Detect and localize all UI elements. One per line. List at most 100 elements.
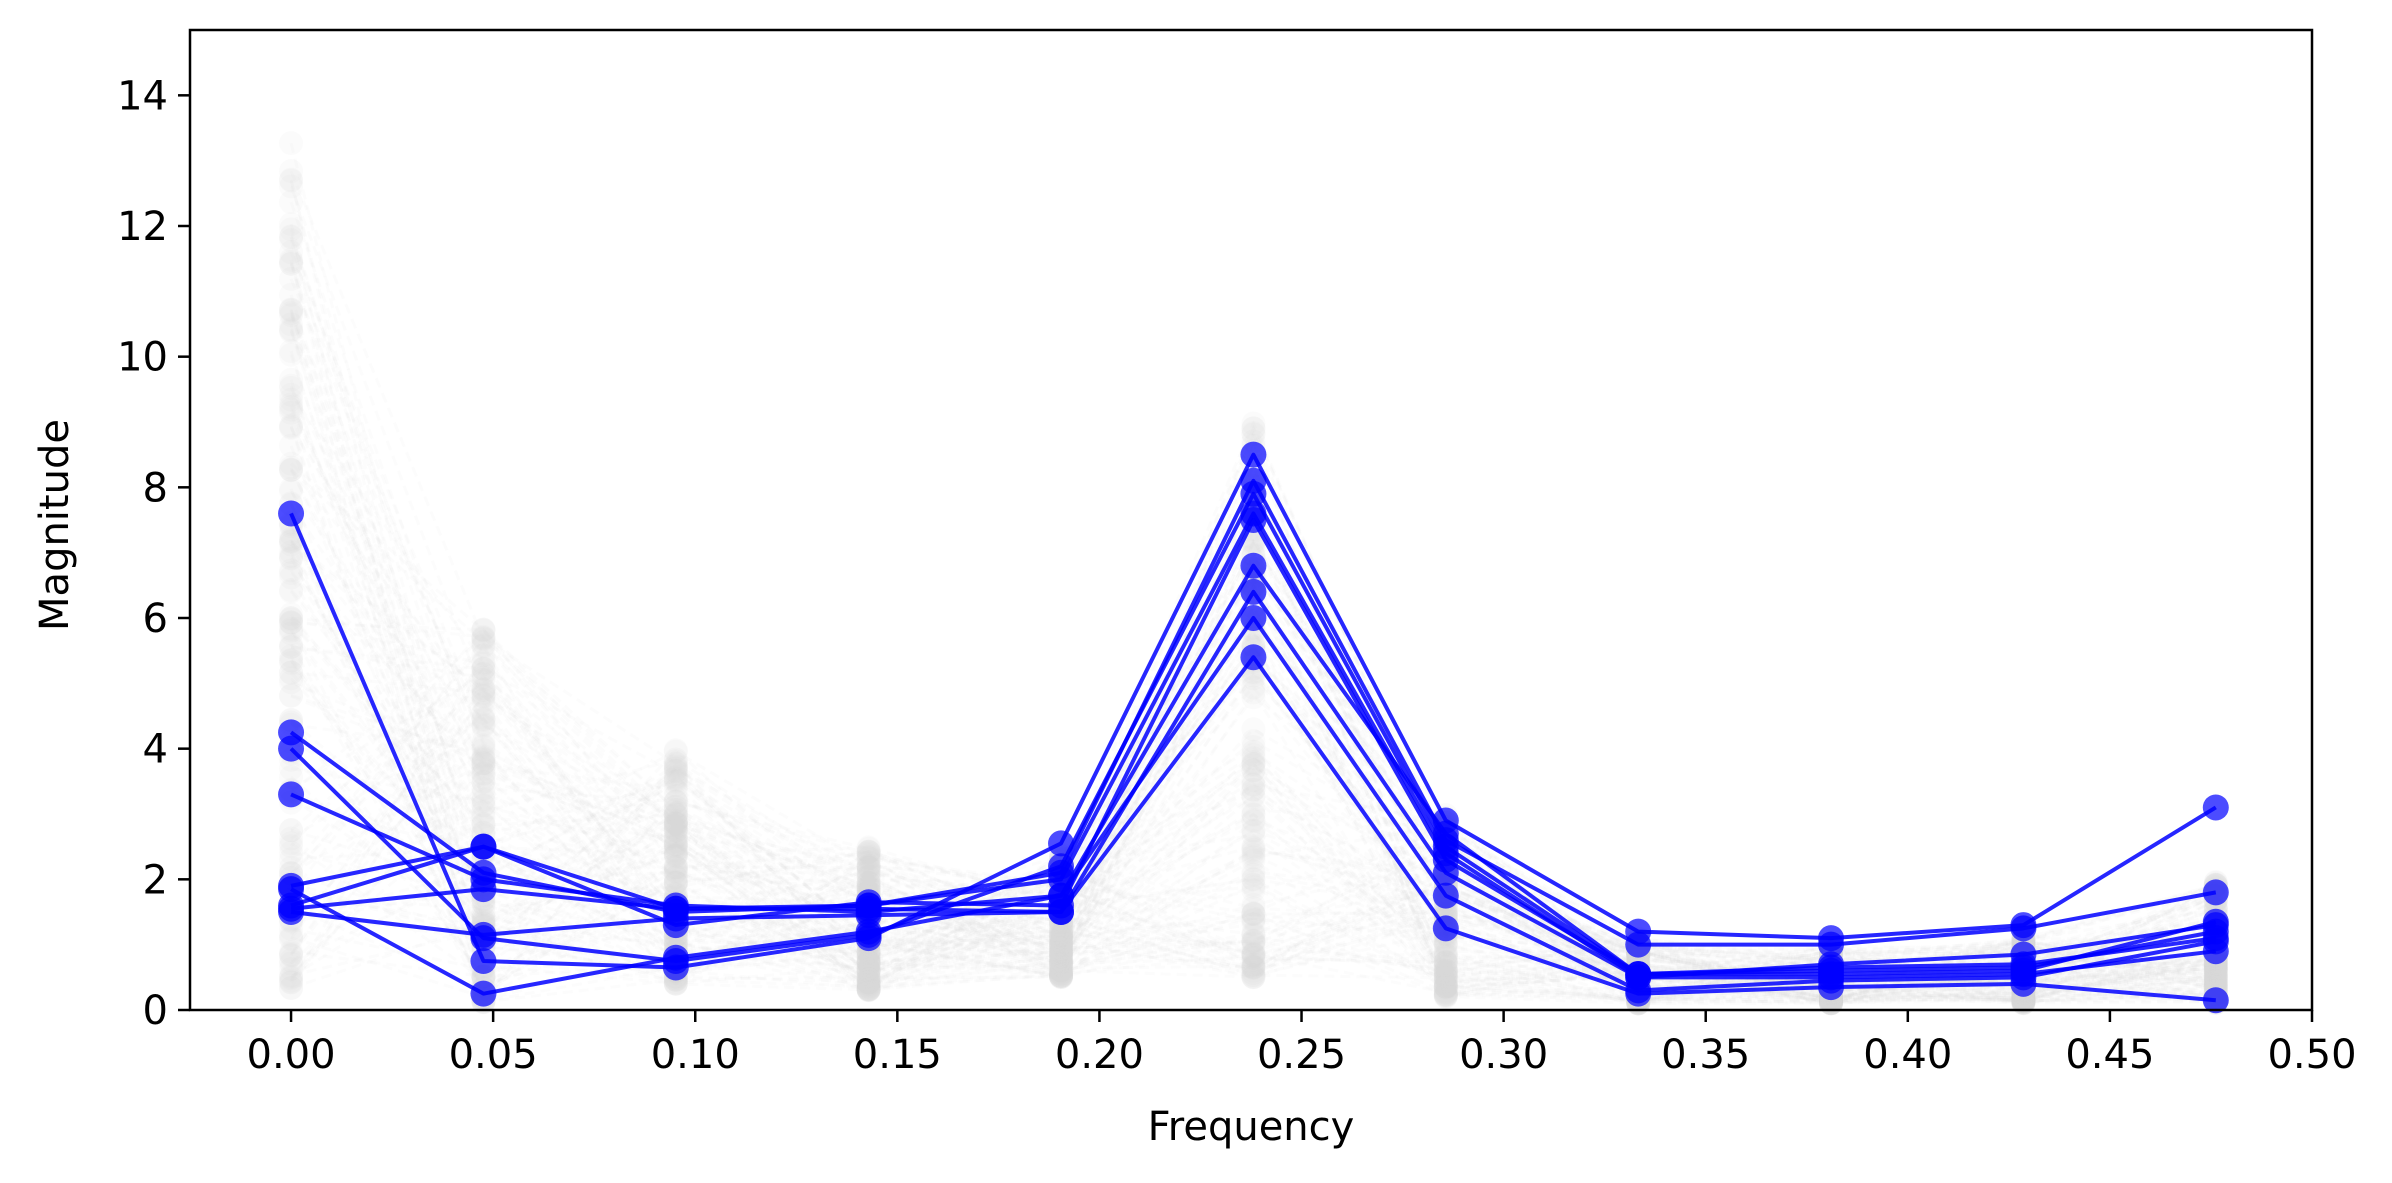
background-point (1049, 918, 1074, 943)
background-point (1433, 958, 1458, 983)
background-point (279, 415, 304, 440)
background-point (279, 956, 304, 981)
background-point (1049, 946, 1074, 971)
background-point (279, 225, 304, 250)
background-point (663, 812, 688, 837)
background-point (1049, 929, 1074, 954)
background-point (1433, 962, 1458, 987)
background-point (279, 167, 304, 192)
background-point (856, 970, 881, 995)
background-point (856, 949, 881, 974)
background-point (471, 799, 496, 824)
background-point (856, 850, 881, 875)
background-point (1241, 931, 1266, 956)
background-point (663, 860, 688, 885)
background-point (1433, 942, 1458, 967)
background-point (471, 617, 496, 642)
background-point (471, 781, 496, 806)
background-point (1433, 971, 1458, 996)
background-point (279, 606, 304, 631)
background-point (471, 626, 496, 651)
background-point (663, 762, 688, 787)
background-point (1433, 939, 1458, 964)
background-point (1433, 940, 1458, 965)
background-point (2203, 967, 2228, 992)
background-point (1241, 802, 1266, 827)
background-point (1049, 947, 1074, 972)
background-point (856, 854, 881, 879)
background-point (471, 713, 496, 738)
background-point (471, 630, 496, 655)
background-point (2203, 966, 2228, 991)
background-point (663, 789, 688, 814)
background-point (2203, 959, 2228, 984)
background-point (471, 804, 496, 829)
background-point (279, 610, 304, 635)
background-point (856, 861, 881, 886)
background-point (856, 973, 881, 998)
data-point (1048, 899, 1075, 925)
background-point (279, 951, 304, 976)
background-point (279, 565, 304, 590)
background-point (1049, 944, 1074, 969)
background-point (1433, 964, 1458, 989)
background-point (1433, 950, 1458, 975)
background-point (663, 797, 688, 822)
background-point (663, 804, 688, 829)
background-point (279, 948, 304, 973)
background-point (663, 834, 688, 859)
background-point (279, 457, 304, 482)
background-point (856, 855, 881, 880)
data-point (1240, 507, 1267, 533)
background-point (1241, 848, 1266, 873)
background-point (856, 977, 881, 1002)
background-point (1241, 952, 1266, 977)
background-point (279, 660, 304, 685)
background-point (471, 793, 496, 818)
background-point (1433, 974, 1458, 999)
x-tick-label: 0.25 (1257, 1032, 1346, 1078)
background-point (856, 853, 881, 878)
background-point (856, 871, 881, 896)
background-point (1241, 928, 1266, 953)
background-point (1049, 949, 1074, 974)
background-point (1433, 979, 1458, 1004)
background-point (1241, 965, 1266, 990)
background-point (1049, 925, 1074, 950)
background-point (279, 451, 304, 476)
background-point (279, 457, 304, 482)
background-point (1433, 976, 1458, 1001)
background-point (856, 835, 881, 860)
background-point (663, 858, 688, 883)
background-point (279, 616, 304, 641)
background-point (663, 870, 688, 895)
background-point (856, 855, 881, 880)
background-point (1049, 964, 1074, 989)
data-point (2202, 928, 2229, 955)
background-point (471, 905, 496, 930)
background-point (1049, 942, 1074, 967)
background-point (279, 312, 304, 337)
background-point (1049, 950, 1074, 975)
background-point (663, 871, 688, 896)
background-point (471, 676, 496, 701)
background-point (279, 282, 304, 307)
x-tick-label: 0.00 (247, 1032, 336, 1078)
background-point (279, 632, 304, 657)
data-point (470, 980, 497, 1007)
background-point (1049, 941, 1074, 966)
background-point (1433, 983, 1458, 1008)
background-point (663, 789, 688, 814)
background-point (856, 840, 881, 865)
background-point (1049, 922, 1074, 947)
background-point (1241, 772, 1266, 797)
background-point (663, 754, 688, 779)
background-point (279, 131, 304, 156)
background-point (279, 648, 304, 673)
background-point (663, 829, 688, 854)
y-tick-label: 12 (117, 204, 168, 250)
background-point (471, 707, 496, 732)
background-point (856, 951, 881, 976)
background-point (1241, 892, 1266, 917)
